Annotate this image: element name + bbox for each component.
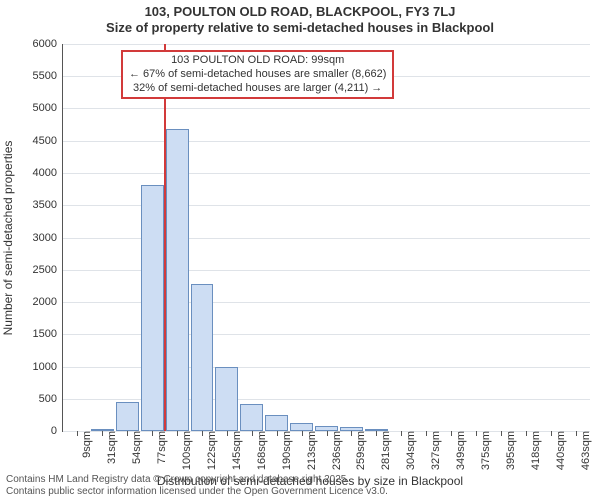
x-tick-label: 9sqm bbox=[77, 431, 93, 458]
bar bbox=[116, 402, 139, 431]
y-axis-label: Number of semi-detached properties bbox=[1, 141, 15, 336]
x-tick-label: 31sqm bbox=[102, 431, 118, 464]
y-tick-label: 3000 bbox=[33, 232, 63, 244]
y-tick-label: 1000 bbox=[33, 361, 63, 373]
bar-slot: 77sqm bbox=[140, 44, 165, 431]
x-tick-label: 190sqm bbox=[277, 431, 293, 470]
y-tick-label: 3500 bbox=[33, 199, 63, 211]
bar-slot: 440sqm bbox=[538, 44, 563, 431]
y-tick-label: 2000 bbox=[33, 296, 63, 308]
footer-line-2: Contains public sector information licen… bbox=[6, 486, 388, 498]
bar-slot: 349sqm bbox=[439, 44, 464, 431]
x-tick-label: 168sqm bbox=[252, 431, 268, 470]
bar bbox=[290, 423, 313, 431]
x-tick-label: 349sqm bbox=[451, 431, 467, 470]
x-tick-label: 418sqm bbox=[526, 431, 542, 470]
bar-slot: 259sqm bbox=[339, 44, 364, 431]
footer-line-1: Contains HM Land Registry data © Crown c… bbox=[6, 474, 388, 486]
bar-slot: 236sqm bbox=[314, 44, 339, 431]
bar bbox=[240, 404, 263, 431]
bar bbox=[166, 129, 189, 431]
bar-slot: 304sqm bbox=[389, 44, 414, 431]
bar-slot: 327sqm bbox=[414, 44, 439, 431]
x-tick-label: 77sqm bbox=[152, 431, 168, 464]
x-tick-label: 213sqm bbox=[302, 431, 318, 470]
marker-line bbox=[164, 44, 166, 431]
bar bbox=[215, 367, 238, 431]
bar-slot: 168sqm bbox=[239, 44, 264, 431]
x-tick-label: 281sqm bbox=[376, 431, 392, 470]
bar-slot: 145sqm bbox=[214, 44, 239, 431]
bar-slot: 31sqm bbox=[90, 44, 115, 431]
y-tick-label: 0 bbox=[51, 425, 63, 437]
x-tick-label: 440sqm bbox=[551, 431, 567, 470]
title-line-2: Size of property relative to semi-detach… bbox=[0, 20, 600, 36]
x-tick-label: 122sqm bbox=[202, 431, 218, 470]
x-tick-label: 259sqm bbox=[351, 431, 367, 470]
bar-slot: 54sqm bbox=[115, 44, 140, 431]
bars-group: 9sqm31sqm54sqm77sqm100sqm122sqm145sqm168… bbox=[63, 44, 590, 431]
bar-slot: 213sqm bbox=[289, 44, 314, 431]
bar bbox=[191, 284, 214, 431]
annotation-line-2: ← 67% of semi-detached houses are smalle… bbox=[129, 68, 386, 82]
x-tick-label: 395sqm bbox=[501, 431, 517, 470]
plot-region: 0500100015002000250030003500400045005000… bbox=[62, 44, 590, 432]
y-tick-label: 2500 bbox=[33, 264, 63, 276]
bar-slot: 418sqm bbox=[513, 44, 538, 431]
x-tick-label: 327sqm bbox=[426, 431, 442, 470]
y-tick-label: 1500 bbox=[33, 328, 63, 340]
annotation-box: 103 POULTON OLD ROAD: 99sqm ← 67% of sem… bbox=[121, 50, 394, 99]
bar bbox=[141, 185, 164, 431]
title-block: 103, POULTON OLD ROAD, BLACKPOOL, FY3 7L… bbox=[0, 0, 600, 37]
bar bbox=[265, 415, 288, 431]
x-tick-label: 463sqm bbox=[576, 431, 592, 470]
x-tick-label: 236sqm bbox=[327, 431, 343, 470]
annotation-line-1: 103 POULTON OLD ROAD: 99sqm bbox=[129, 54, 386, 68]
y-tick-label: 5000 bbox=[33, 102, 63, 114]
bar-slot: 395sqm bbox=[488, 44, 513, 431]
chart-container: 103, POULTON OLD ROAD, BLACKPOOL, FY3 7L… bbox=[0, 0, 600, 500]
y-tick-label: 5500 bbox=[33, 70, 63, 82]
x-tick-label: 54sqm bbox=[127, 431, 143, 464]
chart-area: Number of semi-detached properties Distr… bbox=[26, 44, 594, 432]
title-line-1: 103, POULTON OLD ROAD, BLACKPOOL, FY3 7L… bbox=[0, 4, 600, 20]
bar-slot: 9sqm bbox=[65, 44, 90, 431]
y-tick-label: 4000 bbox=[33, 167, 63, 179]
x-tick-label: 304sqm bbox=[401, 431, 417, 470]
bar-slot: 122sqm bbox=[190, 44, 215, 431]
bar-slot: 190sqm bbox=[264, 44, 289, 431]
bar-slot: 281sqm bbox=[364, 44, 389, 431]
bar-slot: 100sqm bbox=[165, 44, 190, 431]
bar-slot: 375sqm bbox=[464, 44, 489, 431]
x-tick-label: 145sqm bbox=[227, 431, 243, 470]
x-tick-label: 100sqm bbox=[177, 431, 193, 470]
y-tick-label: 6000 bbox=[33, 38, 63, 50]
x-tick-label: 375sqm bbox=[476, 431, 492, 470]
bar-slot: 463sqm bbox=[563, 44, 588, 431]
y-tick-label: 500 bbox=[39, 393, 63, 405]
footer: Contains HM Land Registry data © Crown c… bbox=[6, 474, 388, 498]
y-tick-label: 4500 bbox=[33, 135, 63, 147]
annotation-line-3: 32% of semi-detached houses are larger (… bbox=[129, 82, 386, 96]
